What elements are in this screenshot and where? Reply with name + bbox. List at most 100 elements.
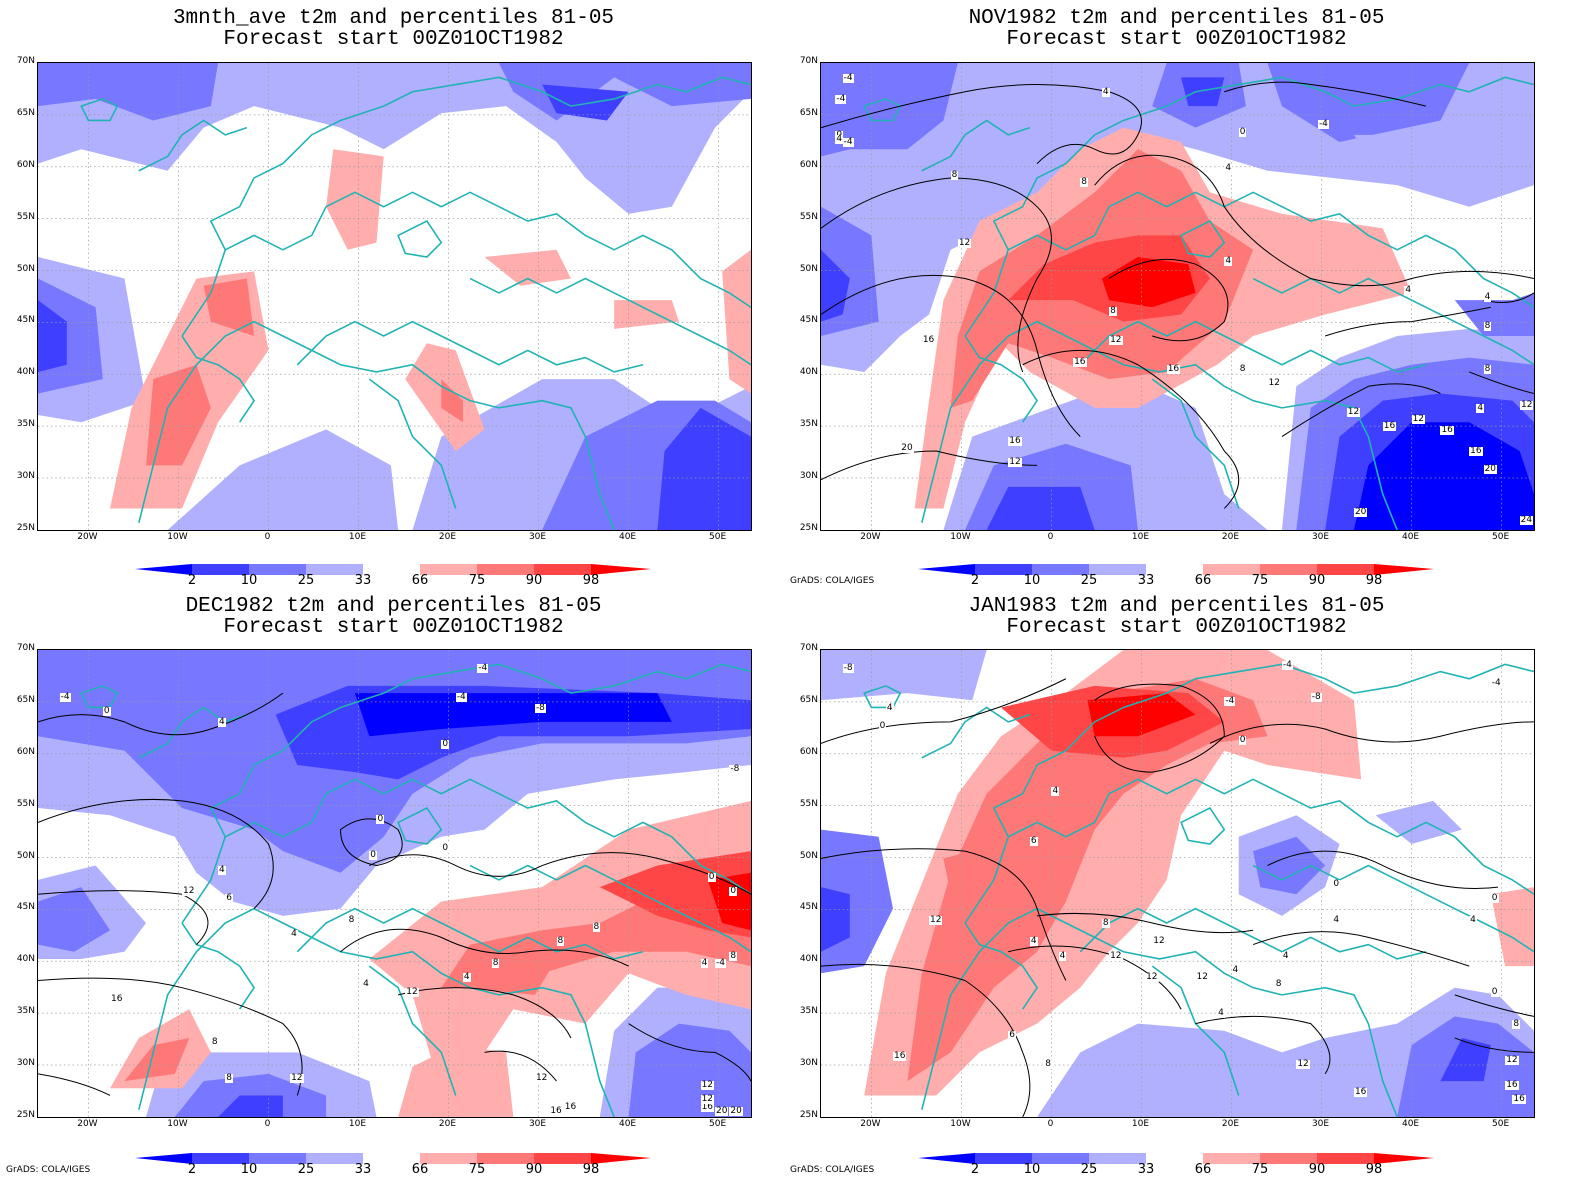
longitude-label: 0 (264, 1119, 271, 1129)
contour-label: -4 (835, 94, 847, 105)
percentile-shading (441, 851, 751, 988)
contour-label: 4 (1281, 950, 1290, 961)
colorbar-segment (1146, 1153, 1203, 1164)
contour-label: 20 (1483, 464, 1498, 475)
percentile-shading (326, 149, 384, 250)
contour-label: 4 (1332, 914, 1341, 925)
contour-label: 12 (1152, 936, 1166, 947)
map-graphic (821, 63, 1534, 530)
colorbar-segment (306, 1153, 363, 1164)
percentile-shading (821, 63, 1534, 372)
coastline (138, 907, 615, 1117)
latitude-label: 25N (799, 523, 818, 533)
contour-label: 0 (1490, 893, 1499, 904)
latitude-label: 60N (799, 159, 818, 170)
colorbar-tick-label: 33 (1137, 1162, 1155, 1177)
coastline (397, 807, 443, 845)
panel-title-line1: JAN1983 t2m and percentiles 81-05 (968, 595, 1385, 618)
contour-label: 4 (290, 929, 298, 940)
contour-label: 8 (1080, 176, 1088, 187)
percentile-shading (462, 951, 557, 995)
contour-label: 0 (1238, 735, 1247, 746)
temperature-contour (38, 977, 303, 1096)
contour-label: 12 (1109, 335, 1123, 345)
colorbar-segment (918, 564, 975, 575)
colorbar-segment (420, 564, 477, 575)
contour-label: -4 (1224, 695, 1236, 706)
temperature-contour (38, 798, 274, 910)
coastline (1151, 965, 1240, 1096)
coastline (1007, 778, 1534, 895)
contour-label: -4 (842, 72, 854, 83)
panel-title: NOV1982 t2m and percentiles 81-05 Forecas… (800, 8, 1553, 50)
latitude-label: 45N (799, 315, 818, 326)
colorbar-segment (135, 564, 192, 575)
colorbar-graphic (918, 1153, 1434, 1164)
panel-title-line2: Forecast start 00Z01OCT1982 (1006, 28, 1347, 51)
percentile-shading (821, 63, 958, 157)
colorbar-segment (1260, 1153, 1317, 1164)
temperature-contour (369, 852, 751, 895)
temperature-contour (1108, 258, 1229, 342)
contour-label: 4 (462, 972, 471, 983)
contour-label: 16 (1440, 424, 1454, 435)
temperature-contour (821, 274, 1081, 437)
colorbar-segment (363, 1153, 420, 1164)
coastline (1151, 378, 1240, 509)
colorbar-segment (135, 1153, 192, 1164)
colorbar-tick-label: 10 (1023, 1162, 1041, 1177)
panel-title-line1: NOV1982 t2m and percentiles 81-05 (968, 7, 1385, 30)
contour-label: 16 (700, 1101, 715, 1112)
contour-label: 12 (1505, 1054, 1519, 1065)
latitude-label: 45N (16, 315, 35, 326)
temperature-contour (1036, 912, 1254, 934)
longitude-label: 10E (1131, 532, 1150, 542)
percentile-shading (657, 407, 751, 530)
percentile-shading (821, 249, 850, 322)
coastline (1180, 220, 1226, 258)
contour-label: 0 (729, 886, 738, 897)
latitude-label: 50N (16, 263, 35, 274)
temperature-contour (38, 1073, 111, 1096)
percentile-shading (1375, 800, 1462, 844)
colorbar-graphic (918, 564, 1434, 575)
percentile-shading (124, 1037, 190, 1082)
colorbar-tick-label: 33 (354, 573, 372, 588)
temperature-contour (38, 890, 209, 945)
colorbar-segment (363, 564, 420, 575)
latitude-label: 45N (16, 902, 35, 913)
temperature-contour (340, 928, 629, 967)
temperature-contour (1195, 1015, 1331, 1075)
latitude-label: 50N (799, 850, 818, 861)
colorbar-tick-label: 98 (582, 1162, 600, 1177)
coastline (80, 685, 119, 709)
contour-label: 12 (1296, 1058, 1310, 1069)
contour-label: 16 (1353, 1087, 1368, 1098)
temperature-contour (821, 848, 1067, 981)
contour-label: 4 (1217, 1008, 1225, 1019)
contour-label: 8 (1101, 918, 1110, 929)
colorbar-segment (420, 1153, 477, 1164)
coastline (1079, 907, 1427, 960)
coastline (138, 320, 615, 530)
colorbar-segment (534, 564, 591, 575)
contour-label: 12 (1411, 414, 1426, 425)
latitude-label: 70N (16, 56, 35, 66)
coastline (1079, 320, 1427, 373)
colorbar-tick-label: 2 (970, 573, 980, 588)
colorbar-tick-label: 66 (411, 573, 429, 588)
contour-label: 12 (405, 986, 419, 997)
contour-label: 12 (1195, 972, 1209, 983)
coastline (80, 98, 119, 122)
colorbar-tick-label: 75 (1251, 573, 1269, 588)
panel-title: JAN1983 t2m and percentiles 81-05 Forecas… (800, 596, 1553, 638)
contour-label: 16 (1166, 363, 1181, 374)
latitude-label: 70N (16, 643, 35, 653)
contour-label: 12 (182, 886, 196, 897)
map-area (37, 62, 752, 531)
temperature-contour (1094, 683, 1225, 773)
longitude-label: 10W (167, 1119, 188, 1129)
contour-label: -8 (842, 663, 854, 674)
percentile-shading (1253, 836, 1326, 895)
colorbar-segment (975, 1153, 1032, 1164)
